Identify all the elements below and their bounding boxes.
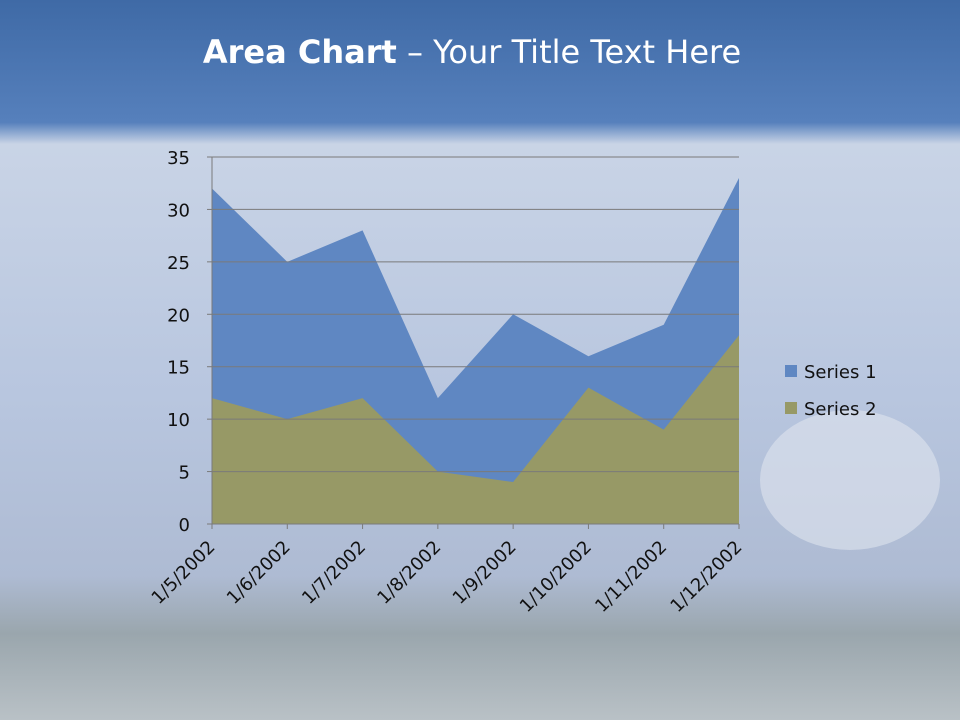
chart-title: Area Chart – Your Title Text Here bbox=[203, 33, 741, 71]
legend-swatch bbox=[785, 365, 797, 377]
y-tick-label: 0 bbox=[179, 515, 190, 536]
y-tick-label: 35 bbox=[167, 148, 190, 169]
y-tick-label: 30 bbox=[167, 200, 190, 221]
y-tick-label: 25 bbox=[167, 253, 190, 274]
legend-swatch bbox=[785, 402, 797, 414]
y-tick-label: 15 bbox=[167, 358, 190, 379]
y-tick-label: 5 bbox=[179, 463, 190, 484]
y-tick-label: 10 bbox=[167, 410, 190, 431]
y-tick-label: 20 bbox=[167, 305, 190, 326]
legend-label: Series 1 bbox=[804, 362, 877, 383]
title-rest: – Your Title Text Here bbox=[397, 33, 741, 71]
title-bold: Area Chart bbox=[203, 33, 397, 71]
legend-label: Series 2 bbox=[804, 399, 877, 420]
dandelion-decoration bbox=[760, 410, 940, 550]
area bbox=[212, 335, 739, 524]
